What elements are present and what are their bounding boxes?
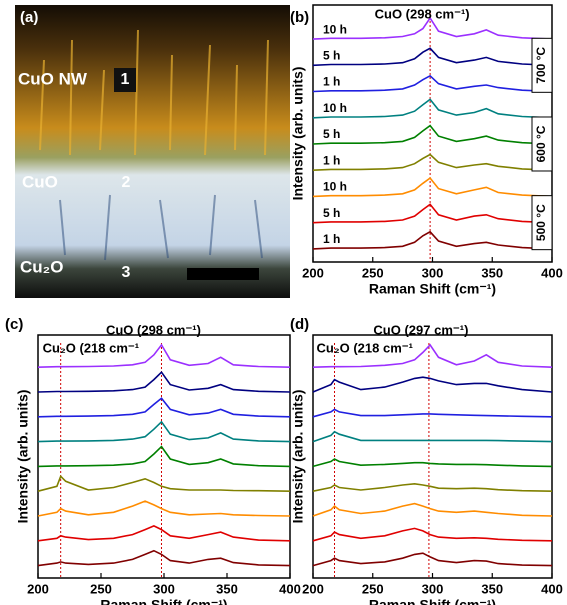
spectrum-line [312,502,553,517]
spectrum-line [37,397,291,418]
x-axis-label: Raman Shift (cm⁻¹) [369,597,496,605]
series-label: 5 h [323,127,340,141]
region-number: 2 [122,174,131,191]
grain-boundaries [59,194,263,261]
spectrum-line [312,343,553,368]
series-label: 5 h [323,206,340,220]
spectrum-line [312,408,553,418]
spectrum-line [312,203,553,224]
spectrum-line [37,370,291,393]
plot-frame [37,334,291,579]
x-tick-label: 250 [362,265,384,280]
x-tick-label: 250 [90,581,112,596]
x-tick-label: 350 [216,581,238,596]
panel-label: (b) [290,9,309,26]
spectrum-line [312,430,553,443]
spectrum-line [312,74,553,93]
y-axis-label: Intensity (arb. units) [290,67,306,201]
series-label: 5 h [323,48,340,62]
plot-frame [312,334,553,579]
temperature-label: 700 °C [534,47,548,84]
temperature-box [531,116,553,172]
x-tick-label: 200 [27,581,49,596]
spectrum-line [312,98,553,119]
x-tick-label: 400 [541,265,563,280]
temperature-label: 500 °C [534,204,548,241]
annotation: CuO (298 cm⁻¹) [375,6,470,21]
series-label: 1 h [323,232,340,246]
spectrum-line [312,230,553,250]
micrograph-image [15,5,290,298]
temperature-box [531,37,553,93]
spectrum-line [312,124,553,145]
temperature-box [531,195,553,251]
x-tick-label: 200 [302,265,324,280]
region-label: CuO [22,172,58,191]
annotation: Cu₂O (218 cm⁻¹ [43,340,139,355]
spectrum-line [312,153,553,171]
x-tick-label: 400 [279,581,301,596]
x-tick-label: 400 [541,581,563,596]
panel-label: (c) [5,316,23,333]
spectrum-line [312,177,553,198]
x-tick-label: 300 [153,581,175,596]
micrograph: (a) CuO NW 1 CuO 2 Cu₂O 3 [15,5,290,298]
x-axis-label: Raman Shift (cm⁻¹) [100,597,227,605]
x-tick-label: 250 [362,581,384,596]
panel-label: (a) [20,9,38,26]
x-axis-label: Raman Shift (cm⁻¹) [369,281,496,297]
region-label: CuO NW [18,69,88,88]
spectrum-line [312,458,553,468]
series-label: 1 h [323,75,340,89]
series-label: 10 h [323,180,347,194]
series-label: 10 h [323,22,347,36]
x-tick-label: 300 [422,265,444,280]
annotation: CuO (298 cm⁻¹) [106,322,201,337]
y-axis-label: Intensity (arb. units) [15,390,31,524]
plot-frame [312,4,553,263]
temperature-label: 600 °C [534,125,548,162]
spectrum-line [312,47,553,67]
y-axis-label: Intensity (arb. units) [290,390,306,524]
spectrum-line [312,552,553,567]
series-label: 10 h [323,101,347,115]
spectrum-line [312,527,553,542]
scale-bar [187,268,259,280]
region-number-box [114,68,136,92]
spectrum-line [37,445,291,468]
spectrum-line [37,549,291,567]
region-number: 1 [121,71,130,88]
spectrum-line [37,343,291,368]
series-label: 1 h [323,153,340,167]
x-tick-label: 200 [302,581,324,596]
spectrum-line [37,474,291,492]
annotation: Cu₂O (218 cm⁻¹ [317,340,413,355]
x-tick-label: 300 [422,581,444,596]
panel-label: (d) [290,316,309,333]
spectrum-line [37,525,291,542]
x-tick-label: 350 [481,265,503,280]
spectrum-line [37,420,291,443]
spectrum-line [312,376,553,393]
spectrum-line [37,500,291,517]
region-label: Cu₂O [20,257,63,276]
annotation: CuO (297 cm⁻¹) [373,322,468,337]
spectrum-line [312,482,553,492]
region-number: 3 [122,264,131,281]
nanowires [39,29,269,156]
spectrum-line [312,16,553,40]
x-tick-label: 350 [481,581,503,596]
